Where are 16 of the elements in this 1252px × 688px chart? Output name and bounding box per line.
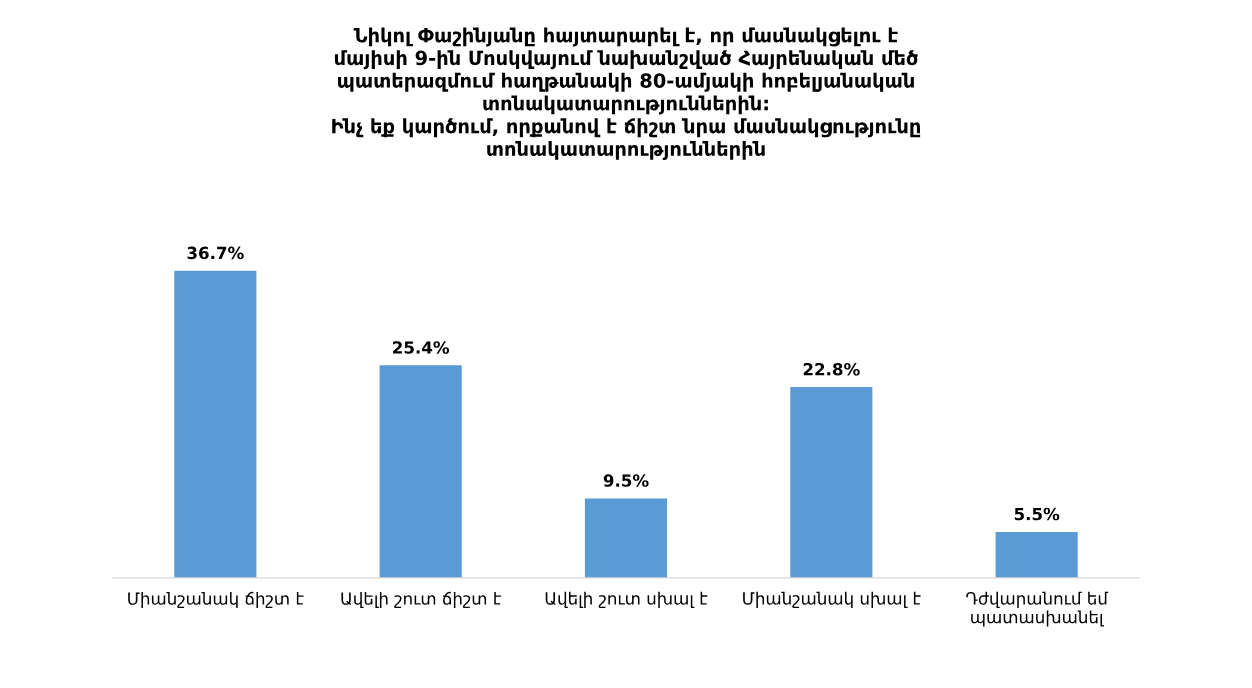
bar	[995, 531, 1078, 578]
x-tick-label: Ավելի շուտ ճիշտ է	[341, 591, 501, 609]
x-tick-label: Միանշանակ սխալ է	[743, 591, 921, 608]
data-label: 25.4%	[393, 341, 450, 354]
x-tick-label: Միանշանակ ճիշտ է	[128, 591, 304, 609]
chart-title: Նիկոլ Փաշինյանը հայտարարել է, որ մասնակցելու է մայիսի 9-ին Մոսկվայում նախանշված Հայրենական մեծ պատերազմում հաղթանակի 80-ամյակի հոբելյանական տոնակատարություններին: Ինչ եք կարծում, որքանով է ճիշտ նրա մասնակցությունը տոնակատարություններին	[332, 27, 921, 160]
x-tick-label: Դժվարանում եմ պատասխանել	[966, 591, 1109, 627]
data-label: 22.8%	[803, 362, 860, 376]
data-label: 5.5%	[1014, 507, 1060, 521]
bar	[174, 270, 257, 578]
bar	[790, 387, 873, 578]
x-tick-label: Ավելի շուտ սխալ է	[545, 591, 708, 608]
bar	[379, 365, 462, 578]
bar	[584, 498, 668, 578]
data-label: 9.5%	[603, 474, 649, 487]
data-label: 36.7%	[187, 246, 244, 260]
